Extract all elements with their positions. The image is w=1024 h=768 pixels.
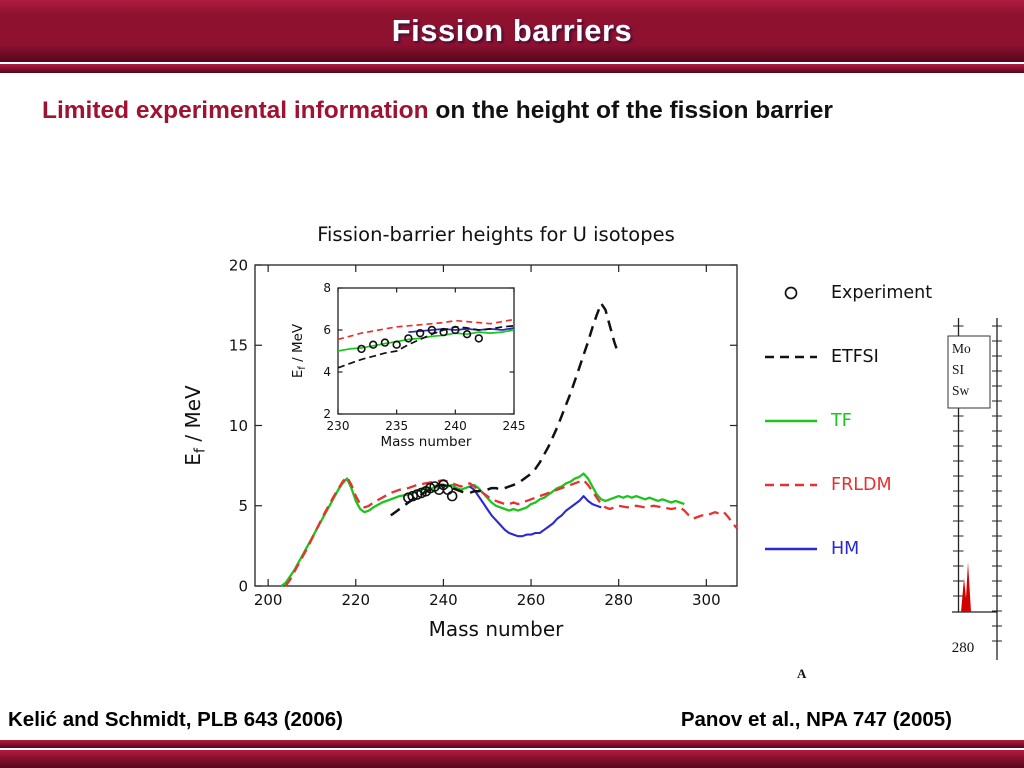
svg-text:20: 20: [229, 256, 248, 274]
page-title: Fission barriers: [391, 13, 633, 48]
series-ETFSI: [390, 302, 620, 517]
solid-line-icon: [765, 419, 817, 423]
legend-label: ETFSI: [831, 347, 879, 367]
experiment-marker-icon: [784, 286, 798, 300]
legend-label: HM: [831, 539, 860, 559]
chart-title: Fission-barrier heights for U isotopes: [317, 223, 675, 246]
solid-line-icon: [765, 547, 817, 551]
svg-text:260: 260: [517, 591, 546, 609]
subtitle-text: Limited experimental information on the …: [42, 97, 833, 125]
svg-text:220: 220: [341, 591, 370, 609]
svg-text:6: 6: [323, 323, 331, 337]
subtitle-rest: on the height of the fission barrier: [428, 97, 833, 124]
svg-text:0: 0: [238, 577, 248, 595]
citation-right: Panov et al., NPA 747 (2005): [680, 708, 952, 731]
svg-text:240: 240: [444, 419, 467, 433]
axis-ticks: [255, 264, 737, 587]
legend-item-experiment: Experiment: [764, 261, 994, 325]
svg-text:200: 200: [254, 591, 283, 609]
svg-text:10: 10: [229, 417, 248, 435]
side-tick-label: 280: [952, 640, 975, 656]
legend-label: TF: [831, 411, 852, 431]
chart-legend: Experiment ETFSI TF FRLDM HM: [764, 261, 994, 581]
series-group: [280, 302, 738, 587]
series-group: [337, 318, 515, 369]
side-figure: Mo SI Sw 280 A: [797, 318, 1002, 681]
series-FRLDM: [284, 475, 738, 587]
series-TF: [280, 472, 685, 587]
legend-label: Experiment: [831, 283, 933, 303]
dashed-line-icon: [765, 483, 817, 487]
slide-footer: [0, 750, 1024, 768]
svg-text:245: 245: [503, 419, 526, 433]
svg-text:280: 280: [604, 591, 633, 609]
footer-divider: [0, 740, 1024, 748]
plot-frame: [337, 287, 515, 415]
svg-text:8: 8: [323, 281, 331, 295]
series-ETFSI: [337, 324, 515, 369]
series-FRLDM: [337, 318, 515, 341]
svg-text:230: 230: [327, 419, 350, 433]
tick-labels: 200 220 240 260 280 300 0 5 10 15 20: [229, 256, 721, 609]
svg-text:4: 4: [323, 365, 331, 379]
series-Experiment: [403, 479, 458, 504]
side-legend-label: SI: [952, 362, 965, 377]
side-legend-label: Mo: [952, 341, 971, 356]
series-Experiment: [357, 325, 483, 354]
side-axis-letter: A: [797, 666, 807, 681]
svg-text:2: 2: [323, 407, 331, 421]
legend-item-etfsi: ETFSI: [764, 325, 994, 389]
legend-label: FRLDM: [831, 475, 892, 495]
legend-item-tf: TF: [764, 389, 994, 453]
legend-item-hm: HM: [764, 517, 994, 581]
slide-header: Fission barriers: [0, 0, 1024, 62]
y-axis-label: Ef / MeV: [290, 323, 308, 378]
abundance-spike: [961, 562, 971, 612]
series-HM: [408, 327, 515, 333]
legend-item-frldm: FRLDM: [764, 453, 994, 517]
subtitle-highlight: Limited experimental information: [42, 97, 429, 124]
side-legend-label: Sw: [952, 383, 970, 398]
svg-text:240: 240: [429, 591, 458, 609]
citation-left: Kelić and Schmidt, PLB 643 (2006): [8, 708, 343, 731]
tick-labels: 230 235 240 245 2 4 6 8: [323, 281, 525, 433]
svg-text:235: 235: [385, 419, 408, 433]
svg-text:15: 15: [229, 337, 248, 355]
header-divider: [0, 64, 1024, 73]
chart-inset: 230 235 240 245 2 4 6 8 Mass number Ef / MeV: [290, 281, 525, 450]
svg-text:5: 5: [238, 497, 248, 515]
side-legend-box: [947, 335, 991, 409]
dashed-line-icon: [765, 355, 817, 359]
y-axis-label: Ef / MeV: [181, 385, 208, 466]
svg-text:300: 300: [692, 591, 721, 609]
x-axis-label: Mass number: [381, 434, 472, 450]
series-HM: [469, 485, 602, 538]
x-axis-label: Mass number: [429, 617, 565, 641]
